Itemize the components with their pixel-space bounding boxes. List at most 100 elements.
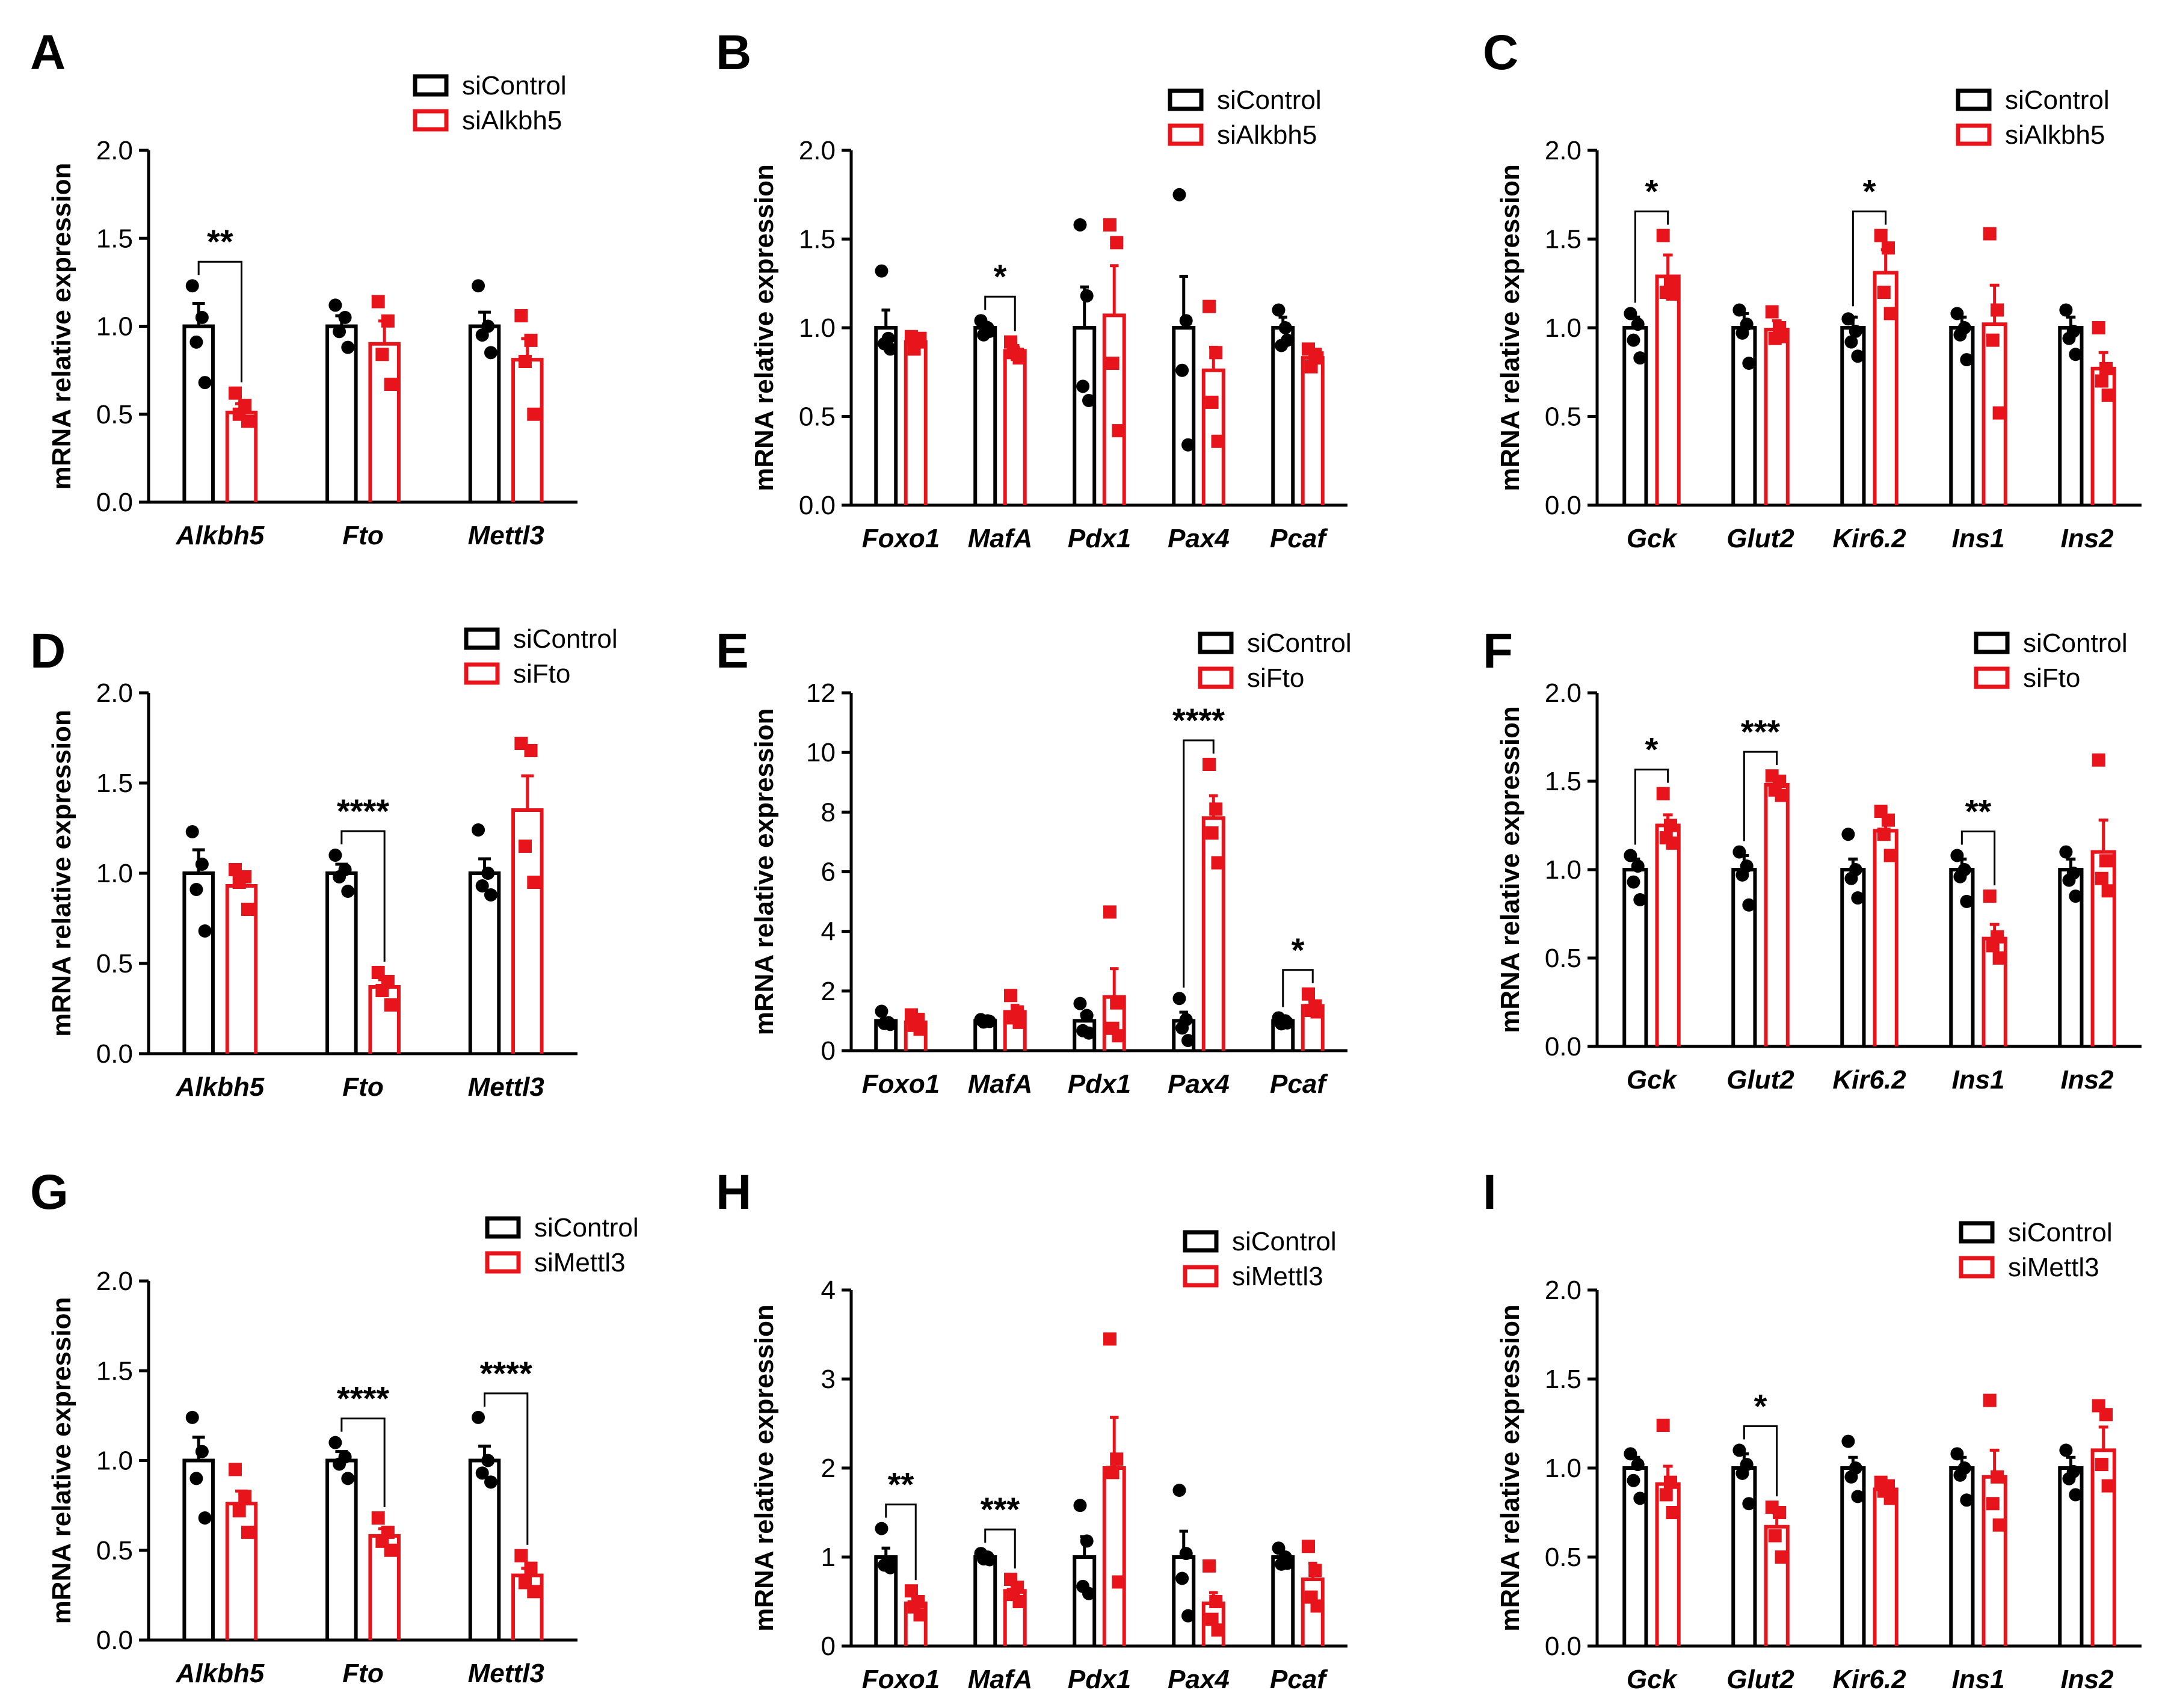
panel-letter-f: F [1483,624,1513,678]
data-point-control [2059,1443,2073,1457]
bar-sialkbh5-glut2 [1764,327,1790,505]
data-point-control [195,858,209,871]
y-axis-title: mRNA relative expression [750,164,779,491]
panel-g: G 0.0 0.5 1.0 1.5 2.0 mRNA relative expression… [30,1165,639,1688]
data-point-treatment [1883,849,1897,862]
data-point-control [1960,1493,1974,1507]
data-point-treatment [2099,854,2113,868]
data-point-treatment [1992,406,2006,420]
data-point-treatment [1659,1488,1673,1502]
legend-label-simettl3: siMettl3 [2008,1253,2099,1282]
data-point-control [195,310,209,324]
data-point-control [1181,1609,1195,1623]
data-point-treatment [1775,1550,1788,1564]
data-point-control [1851,349,1865,363]
bar-simettl3-kir6-2 [1873,1487,1899,1646]
data-point-control [983,1015,997,1028]
data-point-treatment [1310,1599,1324,1613]
significance-bracket-fto [340,1418,386,1508]
x-category-label-ins2: Ins2 [2060,524,2114,553]
data-point-control [1735,868,1749,882]
data-point-treatment [514,1549,528,1562]
data-point-control [484,346,497,360]
y-axis-title: mRNA relative expression [750,1304,779,1632]
data-point-treatment [1310,351,1324,365]
legend-label-simettl3: siMettl3 [534,1248,626,1277]
y-tick-label: 2.0 [1545,1276,1581,1305]
legend-swatch-sialkbh5 [1956,123,1992,146]
legend-label-sialkbh5: siAlkbh5 [1217,120,1317,150]
data-point-control [1953,870,1967,883]
data-point-control [1732,845,1746,859]
legend-label-sicontrol: siControl [1232,1227,1337,1256]
bar-sicontrol-pdx1 [1073,1555,1097,1646]
data-point-treatment [2101,884,2115,898]
data-point-treatment [1881,241,1895,255]
data-point-treatment [1663,819,1677,832]
data-point-treatment [1983,1393,1997,1407]
data-point-control [875,1522,888,1535]
panel-letter-a: A [30,25,66,80]
data-point-control [1627,1473,1640,1487]
data-point-treatment [381,314,395,328]
significance-bracket-foxo1 [885,1504,917,1581]
y-tick-label: 1.5 [96,224,133,253]
bar-sialkbh5-mettl3 [511,358,544,502]
data-point-control [1960,894,1974,908]
data-point-control [341,340,355,354]
panel-d: D 0.0 0.5 1.0 1.5 2.0 mRNA relative expression… [30,624,618,1102]
data-point-control [475,879,489,892]
y-tick-label: 1.5 [1545,225,1581,254]
data-point-treatment [1012,1595,1026,1608]
y-tick-label: 1.5 [96,769,133,798]
legend-swatch-sicontrol [1198,631,1234,654]
data-point-control [1631,318,1645,331]
bar-sicontrol-fto [325,1458,358,1640]
data-point-control [2069,889,2083,903]
y-axis-title: mRNA relative expression [47,1297,76,1624]
legend-label-sifto: siFto [2023,663,2080,693]
x-category-label-foxo1: Foxo1 [862,1665,940,1694]
legend-swatch-sicontrol [485,1216,521,1239]
data-point-control [1175,1021,1189,1035]
data-point-control [2062,331,2076,345]
data-point-treatment [2101,389,2115,402]
x-category-label-ins2: Ins2 [2060,1065,2114,1095]
data-point-treatment [527,876,541,889]
panel-e: E 0 2 4 6 8 10 12 mRNA relative expression Foxo1 M… [716,624,1352,1099]
data-point-treatment [527,407,541,421]
data-point-treatment [1883,1491,1897,1505]
x-category-label-fto: Fto [342,521,383,550]
data-point-treatment [1205,395,1219,409]
data-point-control [1624,1447,1637,1461]
data-point-treatment [1310,1005,1324,1019]
data-point-treatment [1103,905,1116,919]
legend-label-sicontrol: siControl [1247,628,1352,658]
data-point-control [1953,328,1967,342]
data-point-treatment [1112,424,1126,438]
data-point-treatment [1112,1575,1126,1589]
data-point-control [1844,335,1858,349]
data-point-control [1076,379,1090,393]
y-axis-title: mRNA relative expression [1495,1304,1525,1632]
panel-letter-d: D [30,624,66,678]
data-point-treatment [1881,813,1895,827]
y-tick-label: 1.0 [96,312,133,342]
y-tick-label: 2.0 [96,678,133,708]
data-point-treatment [1656,787,1670,800]
data-point-control [884,1561,898,1574]
data-point-treatment [1992,951,2006,965]
significance-bracket-fto [340,830,386,962]
x-category-label-kir6-2: Kir6.2 [1832,524,1906,553]
y-tick-label: 2.0 [96,136,133,165]
y-axis-title: mRNA relative expression [1495,164,1525,491]
data-point-control [1082,393,1096,407]
bar-sifto-gck [1655,823,1681,1046]
panel-f: F 0.0 0.5 1.0 1.5 2.0 mRNA relative expression… [1483,624,2142,1095]
x-category-label-alkbh5: Alkbh5 [175,521,264,550]
legend-swatch-simettl3 [1959,1256,1995,1279]
data-point-control [472,823,485,837]
panel-letter-c: C [1483,25,1518,80]
data-point-control [1953,1468,1967,1482]
data-point-control [1080,1534,1094,1548]
